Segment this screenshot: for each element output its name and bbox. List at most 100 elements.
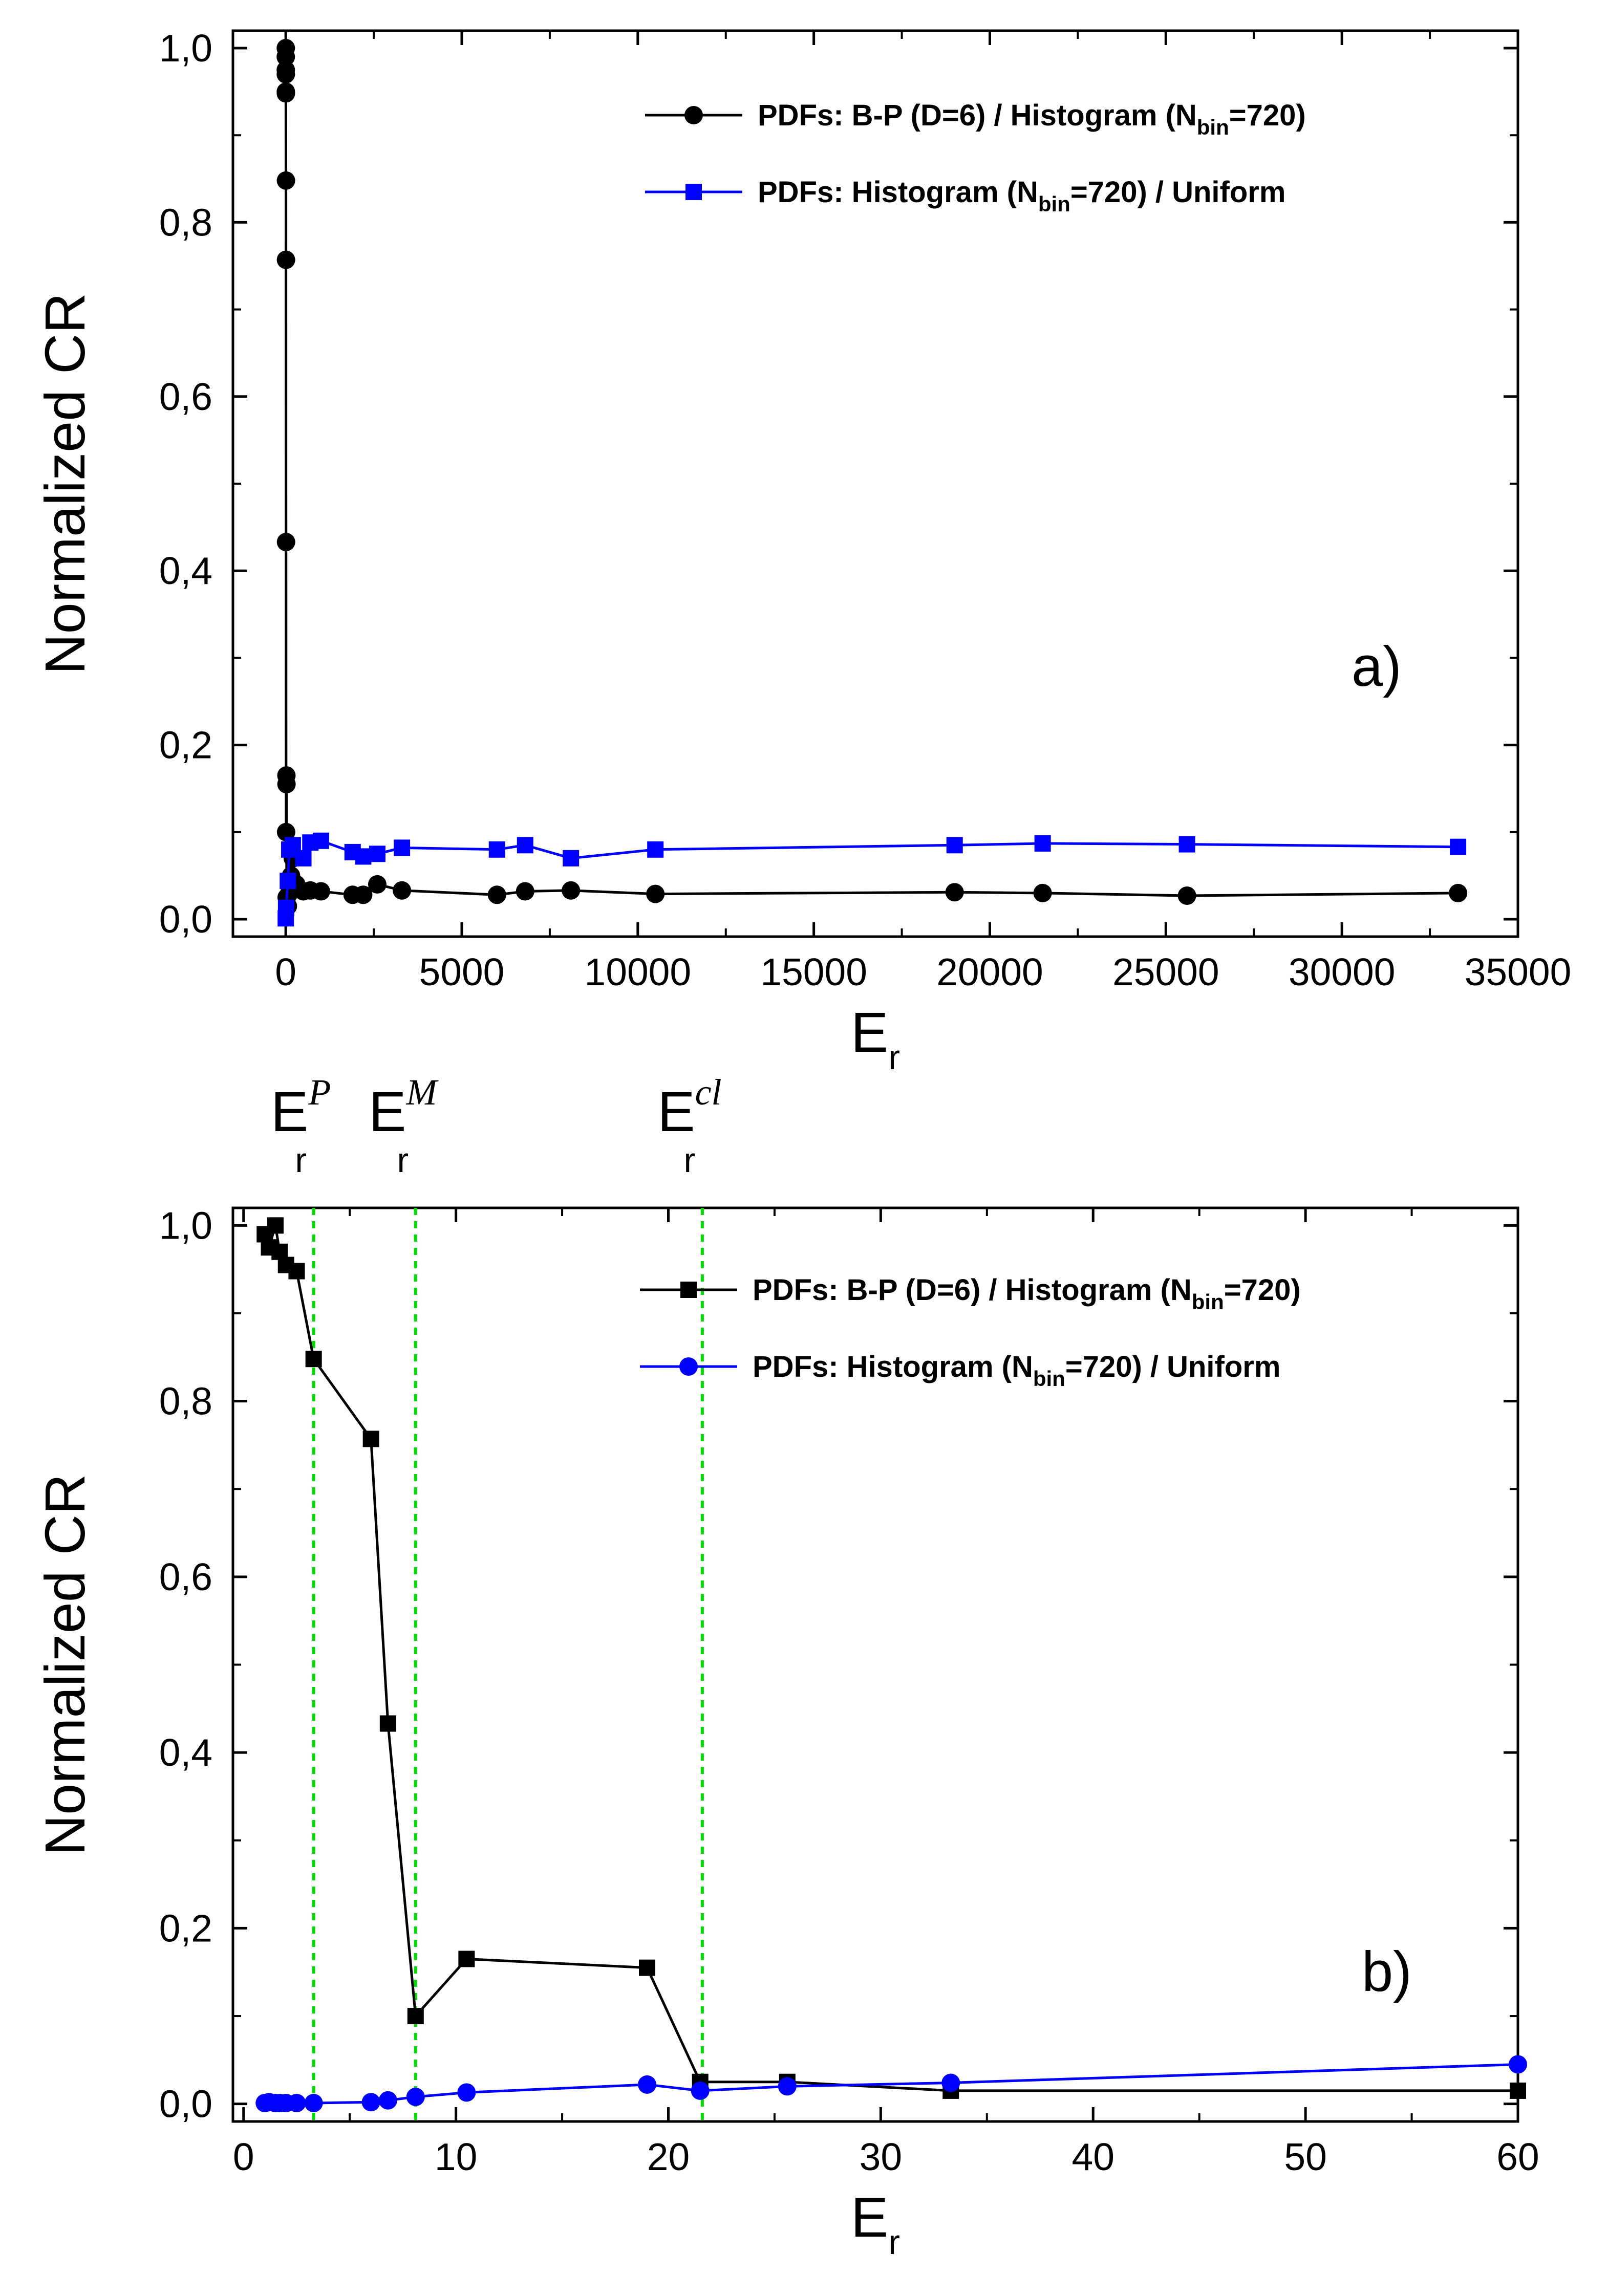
panel-a-legend-marker (684, 106, 703, 124)
panel-a-x-tick-label: 25000 (1112, 950, 1219, 993)
panel-b-panel-label: b) (1362, 1940, 1412, 2003)
panel-a-data-point (1450, 838, 1467, 855)
panel-a-data-point (369, 846, 385, 862)
panel-b-reference-line-sub: r (684, 1141, 696, 1180)
panel-b-data-point (457, 2083, 476, 2102)
panel-a-data-point (277, 775, 296, 794)
panel-b-x-tick-label: 0 (233, 2135, 254, 2178)
panel-b-data-point (288, 1263, 305, 1280)
panel-b-series-line (264, 2063, 1518, 2105)
panel-b-data-point (267, 1217, 284, 1234)
panel-a-x-tick-label: 10000 (585, 950, 692, 993)
panel-a-data-point (276, 171, 295, 190)
panel-b-reference-line-label: EM (369, 1072, 439, 1143)
panel-b-y-tick-label: 0,0 (159, 2083, 212, 2126)
panel-a-data-point (276, 39, 295, 58)
panel-b-data-point (941, 2073, 960, 2092)
panel-a-x-tick-label: 5000 (419, 950, 505, 993)
panel-b-x-axis-label: Er (851, 2186, 900, 2262)
panel-a-data-point (276, 822, 295, 841)
panel-a-data-point (295, 850, 312, 867)
panel-a-data-point (487, 885, 506, 904)
panel-a-data-point (276, 250, 295, 269)
panel-a-data-point (355, 848, 372, 865)
panel-a-data-point (312, 832, 329, 849)
panel-b-legend-marker (679, 1357, 698, 1376)
panel-a-y-tick-label: 0,2 (159, 724, 212, 767)
panel-a-data-point (276, 84, 295, 103)
panel-b-y-tick-label: 0,2 (159, 1907, 212, 1950)
panel-b-data-point (691, 2081, 710, 2100)
panel-a-data-point (311, 882, 330, 901)
panel-b-series-1 (256, 1217, 1526, 2099)
panel-b-x-tick-label: 40 (1072, 2135, 1114, 2178)
panel-a-data-point (393, 881, 412, 900)
panel-a-data-point (394, 839, 411, 856)
panel-a-y-tick-label: 0,8 (159, 201, 212, 244)
panel-b-data-point (379, 1715, 396, 1732)
panel-b-x-tick-label: 20 (647, 2135, 690, 2178)
panel-b-data-point (361, 2093, 380, 2112)
panel-b-y-tick-label: 0,6 (159, 1555, 212, 1598)
panel-b-data-point (304, 2093, 323, 2112)
panel-a-x-tick-label: 0 (275, 950, 296, 993)
panel-a-x-tick-label: 15000 (760, 950, 867, 993)
panel-a-data-point (488, 841, 505, 858)
panel-b-reference-line-label: EP (271, 1072, 331, 1143)
panel-a-data-point (1034, 835, 1051, 852)
panel-b-data-point (362, 1431, 379, 1447)
panel-a-series-line (284, 839, 1459, 919)
panel-a-x-tick-label: 20000 (936, 950, 1043, 993)
panel-b-series-line (263, 1225, 1518, 2092)
panel-a-legend-label: PDFs: B-P (D=6) / Histogram (Nbin=720) (758, 99, 1306, 139)
panel-b-data-point (406, 2087, 425, 2106)
panel-a-x-tick-label: 35000 (1465, 950, 1572, 993)
panel-b-x-tick-label: 50 (1284, 2135, 1326, 2178)
panel-a-x-tick-label: 30000 (1289, 950, 1396, 993)
panel-b-legend-label: PDFs: Histogram (Nbin=720) / Uniform (753, 1350, 1280, 1391)
panel-b-series-2 (255, 2055, 1527, 2112)
panel-b-reference-line-label: Ecl (657, 1072, 721, 1143)
panel-b-x-tick-label: 60 (1496, 2135, 1539, 2178)
panel-b: 0,0 0,2 0,4 0,6 0,8 1,0 0 10 20 30 40 50 60 Normalize… (34, 1072, 1539, 2262)
panel-a-data-point (945, 883, 964, 902)
panel-a-data-point (517, 837, 533, 854)
panel-a-panel-label: a) (1352, 635, 1402, 698)
panel-b-y-axis-label: Normalized CR (34, 1474, 97, 1856)
panel-b-data-point (287, 2093, 306, 2112)
panel-a-data-point (1178, 836, 1195, 853)
panel-a-data-point (1177, 886, 1196, 905)
panel-b-y-tick-label: 0,8 (159, 1380, 212, 1423)
panel-b-data-point (305, 1351, 322, 1368)
panel-a-data-point (516, 882, 534, 901)
panel-a-y-tick-label: 0,4 (159, 549, 212, 592)
panel-b-data-point (778, 2077, 797, 2096)
panel-b-data-point (1510, 2082, 1526, 2099)
panel-a-series-1 (276, 39, 1468, 916)
panel-a-data-point (354, 885, 373, 904)
panel-b-y-tick-label: 1,0 (159, 1204, 212, 1247)
panel-a-data-point (562, 881, 581, 900)
panel-b-data-point (458, 1951, 475, 1967)
panel-a: 0,0 0,2 0,4 0,6 0,8 1,0 0 5000 10000 15000 20000 25… (34, 27, 1571, 1077)
panel-b-legend: PDFs: B-P (D=6) / Histogram (Nbin=720) PD… (640, 1273, 1301, 1391)
panel-a-x-axis-label: Er (851, 1001, 900, 1077)
panel-a-data-point (1449, 883, 1468, 902)
panel-a-y-axis-label: Normalized CR (34, 293, 97, 675)
panel-a-data-point (276, 65, 295, 84)
panel-b-data-point (407, 2008, 424, 2025)
panel-b-legend-marker (680, 1282, 697, 1298)
panel-a-data-point (646, 884, 665, 903)
panel-a-legend-label: PDFs: Histogram (Nbin=720) / Uniform (758, 176, 1285, 216)
panel-a-plot-frame (231, 29, 1519, 938)
panel-a-y-tick-label: 0,6 (159, 375, 212, 418)
panel-b-reference-line-sub: r (295, 1141, 307, 1180)
panel-b-data-point (639, 1959, 656, 1976)
panel-b-reference-line-sub: r (397, 1141, 409, 1180)
panel-a-y-tick-label: 1,0 (159, 27, 212, 70)
panel-b-y-tick-label: 0,4 (159, 1731, 212, 1774)
panel-b-legend-label: PDFs: B-P (D=6) / Histogram (Nbin=720) (753, 1273, 1301, 1314)
panel-a-legend: PDFs: B-P (D=6) / Histogram (Nbin=720) PD… (645, 99, 1306, 216)
panel-a-data-point (647, 841, 664, 858)
